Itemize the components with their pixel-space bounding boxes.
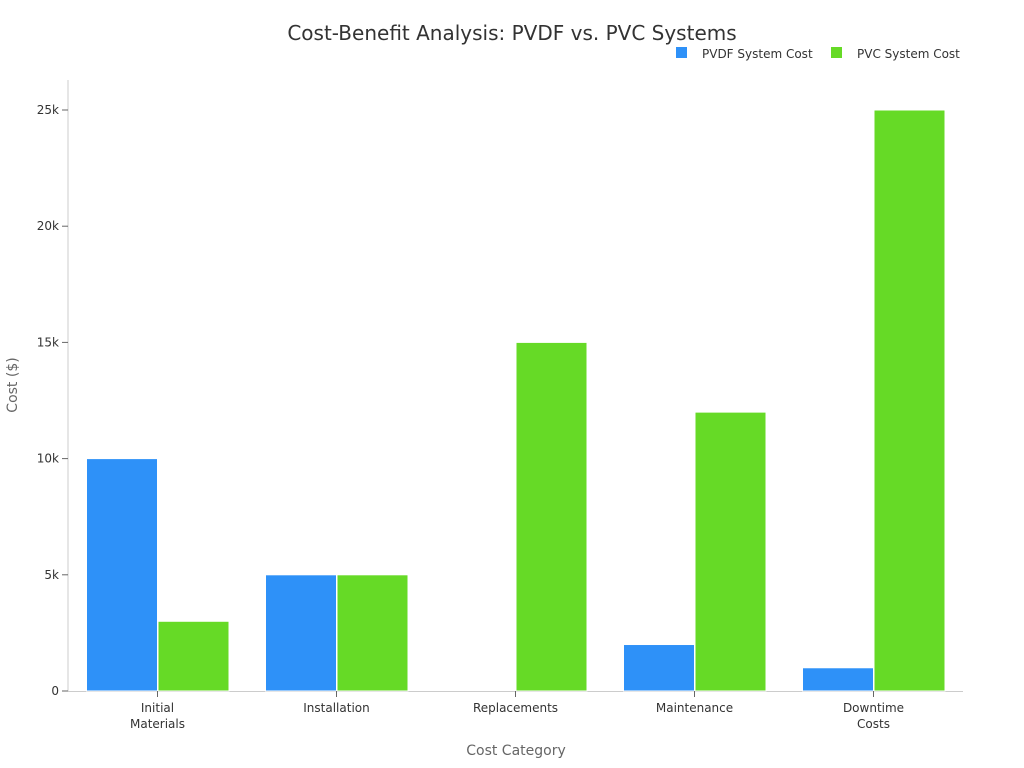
y-tick-label: 15k (37, 335, 59, 349)
bar-pvdf-1[interactable] (265, 574, 337, 692)
legend-item-pvdf[interactable]: PVDF System Cost (676, 47, 813, 61)
bar-pvdf-4[interactable] (802, 667, 874, 692)
x-axis-label: Cost Category (466, 743, 566, 759)
chart-title: Cost-Benefit Analysis: PVDF vs. PVC Syst… (287, 21, 736, 45)
legend-swatch (676, 47, 687, 58)
x-tick-label: Installation (303, 701, 369, 715)
y-tick-label: 20k (37, 219, 59, 233)
x-tick-label: Maintenance (656, 701, 733, 715)
y-tick-label: 5k (44, 568, 59, 582)
bar-pvc-0[interactable] (157, 620, 230, 692)
bar-pvc-4[interactable] (873, 109, 946, 692)
x-tick-label: Materials (130, 717, 185, 731)
bar-pvdf-0[interactable] (86, 458, 158, 692)
bar-pvdf-3[interactable] (623, 644, 695, 692)
x-tick-label: Replacements (473, 701, 558, 715)
legend-label: PVC System Cost (857, 47, 960, 61)
x-tick-label: Initial (141, 701, 174, 715)
legend-swatch (831, 47, 842, 58)
bar-pvc-1[interactable] (336, 574, 409, 692)
y-axis-label: Cost ($) (5, 357, 21, 412)
legend-item-pvc[interactable]: PVC System Cost (831, 47, 960, 61)
y-tick-label: 10k (37, 452, 59, 466)
bar-pvc-2[interactable] (515, 341, 588, 692)
legend-label: PVDF System Cost (702, 47, 813, 61)
y-tick-label: 0 (51, 684, 59, 698)
x-tick-label: Downtime (843, 701, 904, 715)
bar-pvc-3[interactable] (694, 411, 767, 692)
x-tick-label: Costs (857, 717, 890, 731)
y-tick-label: 25k (37, 103, 59, 117)
